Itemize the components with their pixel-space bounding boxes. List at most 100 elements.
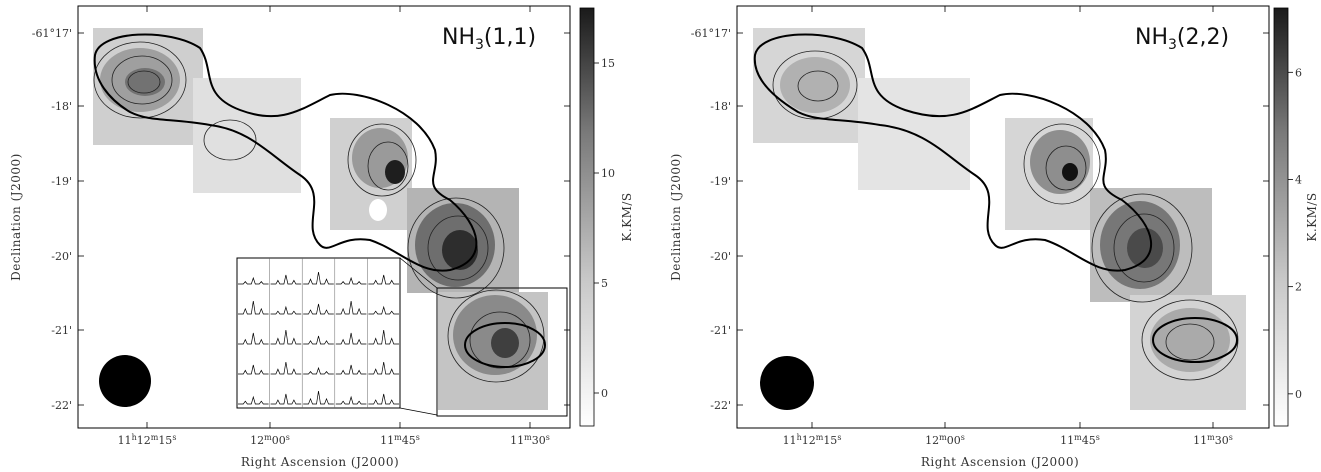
tile — [193, 78, 301, 193]
x-tick-label: 11h12m15s — [118, 433, 177, 447]
contour — [427, 215, 489, 281]
emission-peak — [491, 328, 519, 358]
contour — [367, 141, 409, 191]
y-tick-label: -22' — [710, 399, 731, 412]
spectrum-trace — [270, 274, 302, 285]
spectrum-trace — [238, 300, 269, 315]
x-tick-label: 11m45s — [380, 433, 420, 447]
colorbar-tick-label: 6 — [1295, 66, 1302, 79]
spectrum-trace — [368, 393, 399, 405]
colorbar-tick-label: 4 — [1295, 173, 1302, 186]
map-title: NH3(2,2) — [1135, 25, 1229, 53]
colorbar-ticks: 0 5 10 15 — [594, 57, 615, 400]
colorbar: 0 2 4 6 K.KM/S — [1273, 7, 1319, 427]
y-tick-label: -61°17' — [691, 27, 731, 40]
y-axis — [78, 32, 570, 406]
contour — [469, 311, 531, 369]
y-tick-label: -20' — [51, 250, 72, 263]
spectrum-trace — [270, 361, 302, 375]
contour — [111, 55, 173, 105]
emission-peak — [1062, 163, 1078, 181]
contour — [93, 41, 187, 119]
contour — [1045, 145, 1087, 191]
x-tick-label: 12m00s — [250, 433, 290, 447]
spectrum-trace — [238, 276, 269, 285]
emission-peak — [125, 68, 165, 96]
inset-connector — [399, 407, 438, 416]
spectrum-trace — [238, 332, 269, 345]
emission-peak — [1127, 228, 1163, 268]
colorbar: 0 5 10 15 K.KM/S — [579, 7, 634, 427]
colorbar-label: K.KM/S — [620, 192, 634, 241]
emission-peak — [442, 230, 478, 270]
spectrum-trace — [238, 395, 269, 405]
y-tick-label: -22' — [51, 399, 72, 412]
spectrum-trace — [238, 364, 269, 375]
emission-peak — [780, 57, 850, 113]
spectrum-trace — [303, 390, 334, 405]
spectrum-trace — [368, 361, 399, 375]
emission-hole — [369, 199, 387, 221]
y-tick-label: -21' — [51, 324, 72, 337]
spectrum-trace — [303, 303, 334, 315]
colorbar-ticks: 0 2 4 6 — [1288, 66, 1302, 401]
colorbar-tick-label: 10 — [601, 167, 615, 180]
y-tick-label: -61°17' — [32, 27, 72, 40]
x-tick-label: 11m30s — [1193, 433, 1233, 447]
spectrum-trace — [303, 335, 334, 345]
spectrum-trace — [270, 329, 302, 345]
contour — [797, 70, 839, 102]
contours — [93, 41, 545, 383]
x-tick-label: 11m30s — [510, 433, 550, 447]
spectrum-trace — [335, 364, 367, 375]
colorbar-gradient — [1273, 7, 1289, 427]
emission-peak — [1030, 130, 1090, 194]
y-tick-label: -19' — [51, 175, 72, 188]
y-tick-label: -21' — [710, 324, 731, 337]
colorbar-tick-label: 0 — [1295, 388, 1302, 401]
contour — [407, 197, 505, 299]
x-tick-label: 11h12m15s — [783, 433, 842, 447]
emission-structure — [100, 48, 537, 375]
emission-peak — [385, 160, 405, 184]
inset-connector — [399, 257, 438, 289]
beam-ellipse — [99, 355, 151, 407]
thick-outline-south — [464, 322, 546, 368]
y-tick-label: -20' — [710, 250, 731, 263]
x-axis — [811, 6, 1214, 428]
spectrum-trace — [270, 393, 302, 405]
contour — [1165, 323, 1215, 361]
inset-target-box — [436, 287, 568, 417]
contour — [127, 70, 161, 94]
colorbar-tick-label: 5 — [601, 277, 608, 290]
contour — [1091, 193, 1193, 303]
y-axis-title: Declination (J2000) — [9, 153, 23, 281]
contour — [1023, 123, 1101, 205]
contour — [1113, 213, 1175, 283]
colorbar-tick-label: 2 — [1295, 281, 1302, 294]
contour — [203, 119, 257, 161]
y-tick-label: -19' — [710, 175, 731, 188]
x-tick-label: 12m00s — [925, 433, 965, 447]
spectrum-trace — [368, 329, 399, 345]
spectrum-trace — [303, 271, 334, 285]
inset-frame — [236, 257, 401, 409]
emission-structure — [780, 57, 1230, 372]
thick-outline — [753, 33, 1153, 272]
y-axis — [737, 32, 1269, 406]
colorbar-tick-label: 0 — [601, 387, 608, 400]
beam-ellipse — [760, 356, 814, 410]
x-tick-label: 11m45s — [1060, 433, 1100, 447]
inset-grid — [238, 258, 399, 408]
x-axis-title: Right Ascension (J2000) — [921, 455, 1079, 469]
spectrum-trace — [270, 305, 302, 315]
colorbar-gradient — [579, 7, 595, 427]
thick-outline-south — [1152, 317, 1238, 363]
x-axis — [146, 6, 531, 428]
map-title: NH3(1,1) — [442, 25, 536, 53]
y-tick-label: -18' — [51, 100, 72, 113]
x-tick-labels: 11h12m15s 12m00s 11m45s 11m30s — [783, 433, 1233, 447]
spectrum-trace — [335, 300, 367, 315]
colorbar-tick-label: 15 — [601, 57, 615, 70]
